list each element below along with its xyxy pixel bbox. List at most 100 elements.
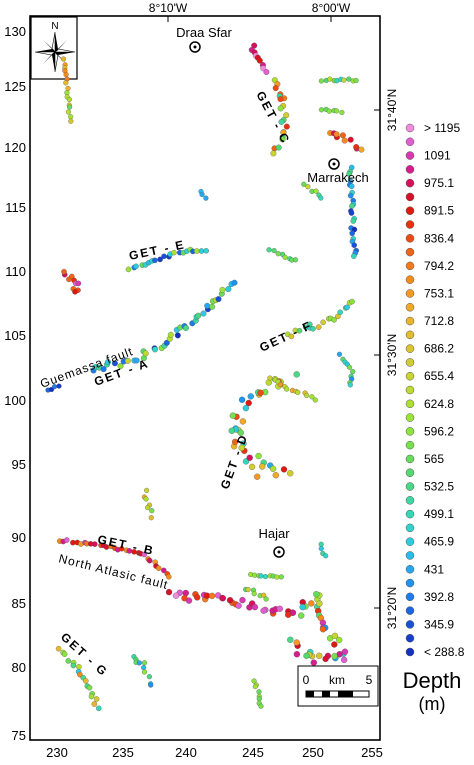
data-point	[87, 685, 92, 690]
left-tick-90: 90	[12, 530, 26, 545]
legend-swatch	[406, 648, 414, 656]
data-point	[348, 193, 353, 198]
data-point	[258, 390, 264, 396]
legend-swatch	[406, 483, 414, 491]
data-point	[313, 398, 318, 403]
data-point	[56, 646, 61, 651]
scale-bar-mid: km	[329, 673, 345, 687]
data-point	[277, 606, 283, 612]
data-point	[194, 248, 199, 253]
legend-swatch	[406, 179, 414, 187]
data-point	[350, 231, 355, 236]
data-point	[290, 610, 296, 616]
data-point	[61, 57, 66, 62]
bottom-tick-240: 240	[175, 745, 197, 760]
data-point	[313, 591, 319, 597]
right-axis-label-2: 31°30'N	[385, 334, 399, 376]
data-point	[257, 689, 262, 694]
data-point	[261, 608, 267, 614]
legend-swatch	[406, 207, 414, 215]
data-point	[340, 133, 346, 139]
data-point	[342, 649, 348, 655]
data-point	[141, 665, 146, 670]
data-point	[287, 470, 293, 476]
data-point	[94, 696, 99, 701]
legend-swatch	[406, 165, 414, 173]
data-point	[209, 304, 215, 310]
left-axis: 130 125 120 115 110 105 100 95 90 85 80 …	[4, 24, 26, 743]
data-point	[319, 107, 324, 112]
data-point	[278, 382, 283, 387]
place-label-draa-sfar: Draa Sfar	[176, 25, 232, 40]
data-point	[156, 566, 161, 571]
left-tick-95: 95	[12, 457, 26, 472]
data-point	[252, 604, 258, 610]
legend-label: 836.4	[424, 231, 454, 245]
bottom-tick-235: 235	[112, 745, 134, 760]
data-point	[240, 418, 246, 424]
data-point	[147, 674, 152, 679]
legend-label: 345.9	[424, 617, 454, 631]
data-point	[275, 575, 280, 580]
legend-swatch	[406, 551, 414, 559]
top-axis-label-2: 8°00'W	[312, 1, 351, 15]
data-point	[166, 589, 172, 595]
bottom-tick-250: 250	[302, 745, 324, 760]
data-point	[264, 69, 270, 75]
legend-label: 465.9	[424, 535, 454, 549]
data-point	[64, 537, 69, 542]
legend-swatch	[406, 248, 414, 256]
data-point	[216, 296, 222, 302]
data-point	[72, 289, 77, 294]
data-point	[341, 657, 347, 663]
legend-swatch	[406, 372, 414, 380]
legend-swatch	[406, 524, 414, 532]
data-point	[354, 78, 359, 83]
data-point	[345, 305, 350, 310]
data-point	[194, 594, 200, 600]
data-point	[331, 642, 337, 648]
data-point	[126, 267, 131, 272]
data-point	[294, 371, 300, 377]
data-point	[308, 600, 314, 606]
data-point	[294, 651, 300, 657]
data-point	[323, 656, 329, 662]
data-point	[209, 593, 215, 599]
data-point	[230, 413, 236, 419]
depth-legend: > 11951091975.1891.5836.4794.2753.1712.8…	[406, 121, 465, 659]
legend-swatch	[406, 469, 414, 477]
data-point	[327, 109, 332, 114]
data-point	[67, 97, 72, 102]
data-point	[247, 455, 253, 461]
data-point	[252, 591, 257, 596]
data-point	[321, 320, 326, 325]
legend-label: 712.8	[424, 314, 454, 328]
data-point	[168, 332, 174, 338]
data-point	[316, 653, 322, 659]
data-point	[246, 587, 251, 592]
data-point	[149, 515, 154, 520]
map-frame	[30, 16, 380, 740]
left-tick-110: 110	[5, 264, 26, 279]
legend-label: 565	[424, 452, 444, 466]
legend-label: 753.1	[424, 286, 454, 300]
legend-swatch	[406, 386, 414, 394]
data-point	[348, 137, 354, 143]
data-point	[278, 106, 284, 112]
data-point	[137, 661, 142, 666]
left-tick-85: 85	[12, 596, 26, 611]
data-point	[272, 248, 277, 253]
data-point	[273, 85, 279, 91]
legend-unit: (m)	[419, 694, 446, 714]
data-point	[295, 390, 300, 395]
data-point	[89, 694, 94, 699]
data-point	[63, 80, 68, 85]
data-point	[66, 110, 71, 115]
data-point	[349, 210, 354, 215]
legend-swatch	[406, 317, 414, 325]
data-point	[220, 595, 226, 601]
data-point	[232, 280, 238, 286]
data-point	[173, 593, 179, 599]
data-point	[283, 112, 289, 118]
data-point	[271, 151, 277, 157]
